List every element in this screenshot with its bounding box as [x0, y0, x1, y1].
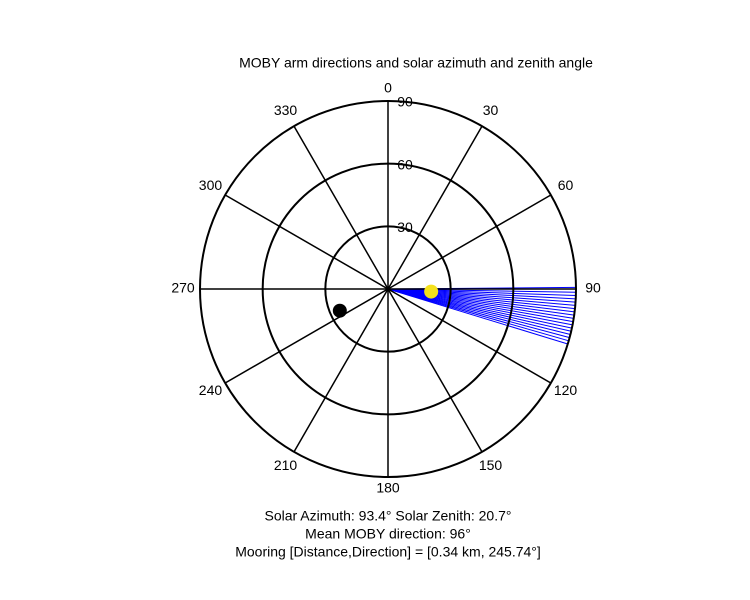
- arm-direction: [387, 288, 569, 342]
- arm-direction: [387, 288, 575, 316]
- spoke: [224, 288, 389, 384]
- arm-direction: [387, 288, 576, 297]
- spoke: [387, 288, 552, 384]
- annotation: Solar Azimuth: 93.4° Solar Zenith: 20.7°: [265, 508, 512, 524]
- arm-direction: [387, 288, 572, 329]
- arm-direction: [387, 288, 576, 300]
- spoke: [224, 194, 389, 290]
- spoke: [387, 125, 483, 290]
- theta-tick-label: 90: [585, 280, 601, 296]
- theta-tick-label: 150: [479, 457, 503, 473]
- r-tick-label: 60: [397, 156, 413, 172]
- arm-direction: [387, 288, 575, 313]
- spoke: [293, 125, 389, 290]
- chart-title: MOBY arm directions and solar azimuth an…: [239, 55, 593, 71]
- arm-direction: [387, 288, 570, 339]
- arm-direction: [387, 288, 574, 323]
- arm-direction: [387, 288, 573, 326]
- arm-direction: [387, 288, 576, 310]
- theta-tick-label: 330: [274, 102, 298, 118]
- r-tick-label: 30: [397, 219, 413, 235]
- theta-tick-label: 300: [199, 177, 223, 193]
- spoke: [387, 288, 483, 453]
- theta-tick-label: 240: [199, 382, 223, 398]
- spoke: [293, 288, 389, 453]
- arm-direction: [387, 288, 571, 335]
- r-tick-label: 90: [397, 94, 413, 110]
- arm-direction: [387, 288, 572, 332]
- annotation: Mean MOBY direction: 96°: [305, 526, 471, 542]
- theta-tick-label: 0: [384, 80, 392, 96]
- arm-direction: [387, 288, 568, 345]
- mooring-point: [332, 303, 347, 318]
- sun-point: [424, 284, 439, 299]
- arm-direction: [387, 288, 576, 303]
- theta-tick-label: 180: [376, 480, 400, 496]
- theta-tick-label: 270: [171, 280, 195, 296]
- theta-tick-label: 30: [483, 102, 499, 118]
- spoke: [387, 194, 552, 290]
- theta-tick-label: 120: [554, 382, 578, 398]
- arm-direction: [387, 288, 574, 319]
- annotation: Mooring [Distance,Direction] = [0.34 km,…: [235, 544, 541, 560]
- theta-tick-label: 210: [274, 457, 298, 473]
- arm-direction: [387, 288, 576, 306]
- theta-tick-label: 60: [558, 177, 574, 193]
